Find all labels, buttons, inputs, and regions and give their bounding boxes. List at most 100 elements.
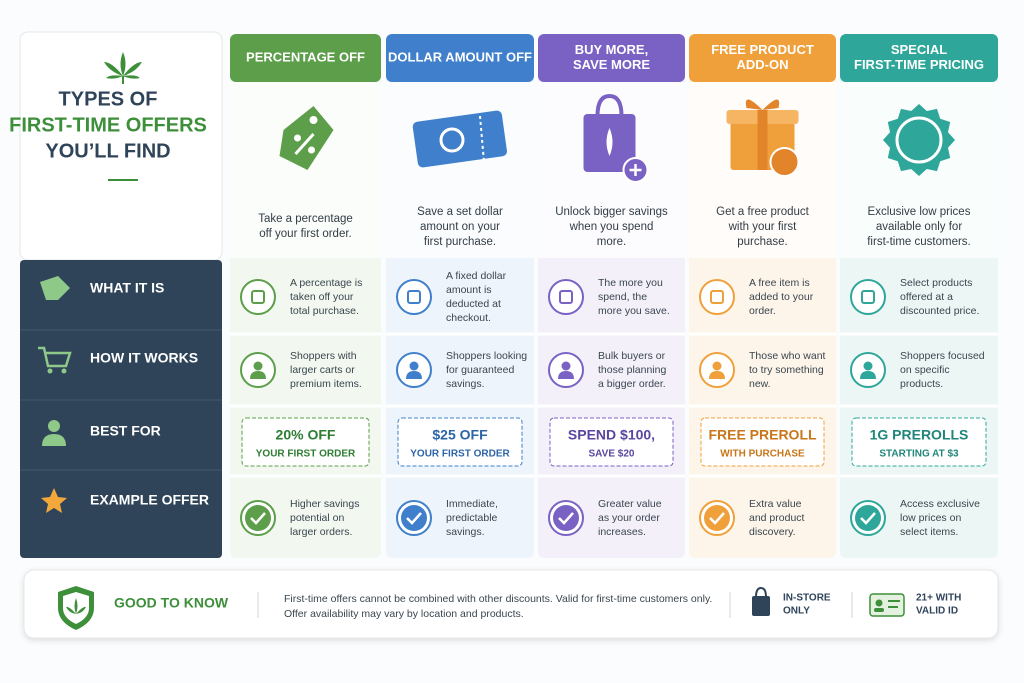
offer-sub: WITH PURCHASE	[720, 449, 805, 460]
check-disc	[704, 505, 730, 531]
badge-hero	[883, 104, 955, 176]
column-header-text: BUY MORE,	[575, 42, 648, 57]
column-summary: Exclusive low prices	[868, 206, 971, 218]
coupon	[549, 417, 674, 467]
person-body	[558, 371, 574, 379]
id-card-icon	[869, 593, 905, 617]
cell-text: Higher savings	[290, 498, 359, 510]
coupon	[700, 417, 825, 467]
column-header	[689, 34, 836, 82]
cell-text: Shoppers with	[290, 350, 357, 362]
coupon	[851, 417, 987, 467]
icon-glyph	[861, 290, 875, 304]
cart-wheel	[61, 368, 67, 374]
footer-badge: VALID ID	[916, 606, 958, 617]
leaf-badge	[769, 147, 800, 177]
offer-main: FREE PREROLL	[708, 427, 817, 443]
cell-text: Access exclusive	[900, 498, 980, 510]
offer-sub: SAVE $20	[589, 449, 635, 460]
cell-text: those planning	[598, 364, 666, 376]
column-top	[230, 82, 381, 258]
column-summary: first-time customers.	[867, 236, 971, 248]
cell-text: Extra value	[749, 498, 802, 510]
cell-text: more you save.	[598, 305, 670, 317]
check-disc	[245, 505, 271, 531]
column-header-text: PERCENTAGE OFF	[246, 49, 365, 64]
column-summary: more.	[597, 236, 626, 248]
percent-dot	[294, 134, 301, 142]
cell-text: Immediate,	[446, 498, 498, 510]
percent-dot	[308, 146, 315, 154]
cell-text: A percentage is	[290, 277, 362, 289]
footer-card	[23, 569, 999, 639]
row-icon	[240, 279, 276, 315]
cell-text: as your order	[598, 512, 660, 524]
column-header	[840, 34, 998, 82]
row-label: EXAMPLE OFFER	[90, 492, 209, 508]
tag-icon	[40, 276, 70, 300]
offer-sub: YOUR FIRST ORDER	[410, 449, 510, 460]
cell-text: on specific	[900, 364, 950, 376]
cell-text: increases.	[598, 526, 646, 538]
column-header-text: FREE PRODUCT	[711, 42, 814, 57]
check-disc	[553, 505, 579, 531]
cell-text: discovery.	[749, 526, 796, 538]
ticket-perforation	[479, 115, 485, 163]
row-icon	[850, 279, 886, 315]
gift-bow	[745, 99, 780, 110]
offer-main: SPEND $100,	[568, 427, 655, 443]
column-header-text: SAVE MORE	[573, 57, 650, 72]
offer-sub: YOUR FIRST ORDER	[256, 449, 356, 460]
cell-text: Shoppers looking	[446, 350, 527, 362]
tag-hole	[309, 116, 318, 124]
icon-glyph	[710, 290, 724, 304]
person-body	[406, 371, 422, 379]
coupon	[397, 417, 523, 467]
cell-text: checkout.	[446, 312, 491, 324]
cell-text: and product	[749, 512, 805, 524]
cell-text: offered at a	[900, 291, 953, 303]
check	[860, 512, 876, 525]
cell-text: The more you	[598, 277, 663, 289]
footer-heading: GOOD TO KNOW	[114, 595, 229, 611]
cell-text: select items.	[900, 526, 958, 538]
coupon	[241, 417, 370, 467]
person-icon	[42, 434, 66, 446]
row-icon	[396, 279, 432, 315]
column-header-text: FIRST-TIME PRICING	[854, 57, 984, 72]
percent-mark	[294, 132, 315, 156]
cart-wheel	[47, 368, 53, 374]
cell-text: deducted at	[446, 298, 501, 310]
column-header-text: ADD-ON	[737, 57, 789, 72]
plus	[629, 164, 642, 176]
title-line: FIRST-TIME OFFERS	[9, 114, 207, 136]
check	[709, 512, 725, 525]
cell-text: for guaranteed	[446, 364, 514, 376]
offer-main: $25 OFF	[432, 427, 488, 443]
check-disc	[401, 505, 427, 531]
cell-text: to try something	[749, 364, 824, 376]
cell-text: savings.	[446, 526, 485, 538]
cell-text: Greater value	[598, 498, 662, 510]
column-summary: available only for	[876, 221, 962, 233]
column-summary: Save a set dollar	[417, 206, 503, 218]
cell-text: a bigger order.	[598, 378, 666, 390]
footer-note: First-time offers cannot be combined wit…	[284, 593, 712, 605]
offer-main: 1G PREROLLS	[870, 427, 969, 443]
person	[253, 361, 263, 371]
column-header	[230, 34, 381, 82]
person-icon	[48, 420, 60, 432]
cell-text: order.	[749, 305, 776, 317]
cell-text: discounted price.	[900, 305, 979, 317]
person	[712, 361, 722, 371]
cell-text: Shoppers focused	[900, 350, 985, 362]
cell-text: larger carts or	[290, 364, 355, 376]
footer-note: Offer availability may vary by location …	[284, 608, 524, 620]
person	[863, 361, 873, 371]
footer-badge: IN-STORE	[783, 593, 831, 604]
title-line: TYPES OF	[59, 88, 158, 110]
cell-text: amount is	[446, 284, 492, 296]
icon-glyph	[251, 290, 265, 304]
check-disc	[855, 505, 881, 531]
